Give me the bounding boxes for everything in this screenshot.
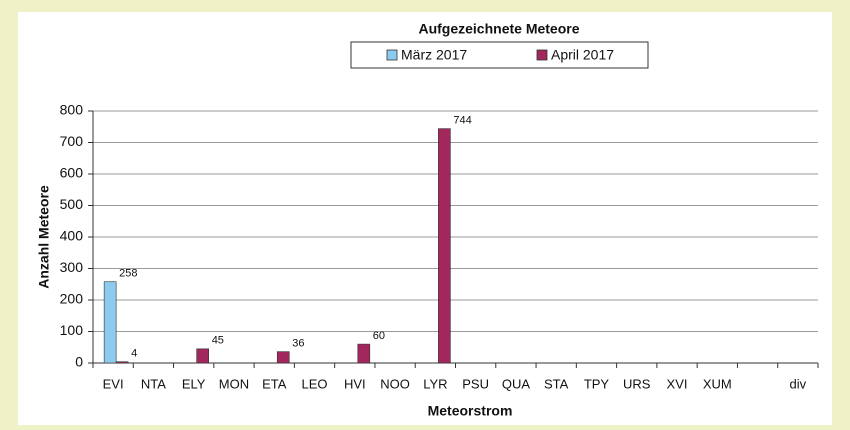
bar — [115, 361, 129, 364]
panel — [18, 12, 832, 425]
x-tick-label: LYR — [423, 376, 447, 391]
value-label: 258 — [119, 268, 137, 280]
x-tick-label: LEO — [302, 376, 328, 391]
x-tick-label: EVI — [103, 376, 124, 391]
bar — [103, 281, 117, 364]
legend-label: April 2017 — [551, 47, 614, 63]
y-tick-label: 500 — [60, 196, 84, 212]
value-label: 60 — [373, 330, 385, 342]
y-tick-label: 400 — [60, 228, 84, 244]
x-tick-label: HVI — [344, 376, 366, 391]
y-tick-label: 300 — [60, 259, 84, 275]
x-tick-label: URS — [623, 376, 651, 391]
x-tick-label: div — [790, 376, 807, 391]
x-tick-label: NTA — [141, 376, 166, 391]
x-tick-label: NOO — [380, 376, 410, 391]
x-tick-label: QUA — [502, 376, 531, 391]
legend-label: März 2017 — [401, 47, 467, 63]
bar — [196, 348, 209, 364]
y-tick-label: 100 — [60, 322, 84, 338]
bar — [357, 343, 371, 364]
bar — [276, 351, 290, 364]
x-tick-label: PSU — [462, 376, 489, 391]
value-label: 45 — [212, 335, 224, 347]
y-tick-label: 800 — [60, 102, 84, 118]
chart-title: Aufgezeichnete Meteore — [418, 21, 579, 37]
y-axis-title: Anzahl Meteore — [36, 185, 52, 289]
legend-box — [350, 41, 649, 69]
legend-swatch — [386, 49, 398, 61]
y-tick-label: 600 — [60, 165, 84, 181]
value-label: 744 — [453, 115, 471, 127]
x-tick-label: STA — [544, 376, 569, 391]
y-tick-label: 0 — [75, 354, 83, 370]
y-tick-label: 200 — [60, 291, 84, 307]
x-tick-label: MON — [219, 376, 249, 391]
x-tick-label: ETA — [262, 376, 287, 391]
bar — [438, 128, 451, 364]
y-tick-label: 700 — [60, 133, 84, 149]
x-tick-label: TPY — [584, 376, 610, 391]
x-tick-label: XVI — [667, 376, 688, 391]
legend-swatch — [536, 49, 548, 61]
value-label: 4 — [131, 348, 137, 360]
x-tick-label: XUM — [703, 376, 732, 391]
value-label: 36 — [292, 338, 304, 350]
x-axis-title: Meteorstrom — [428, 403, 513, 419]
x-tick-label: ELY — [182, 376, 206, 391]
